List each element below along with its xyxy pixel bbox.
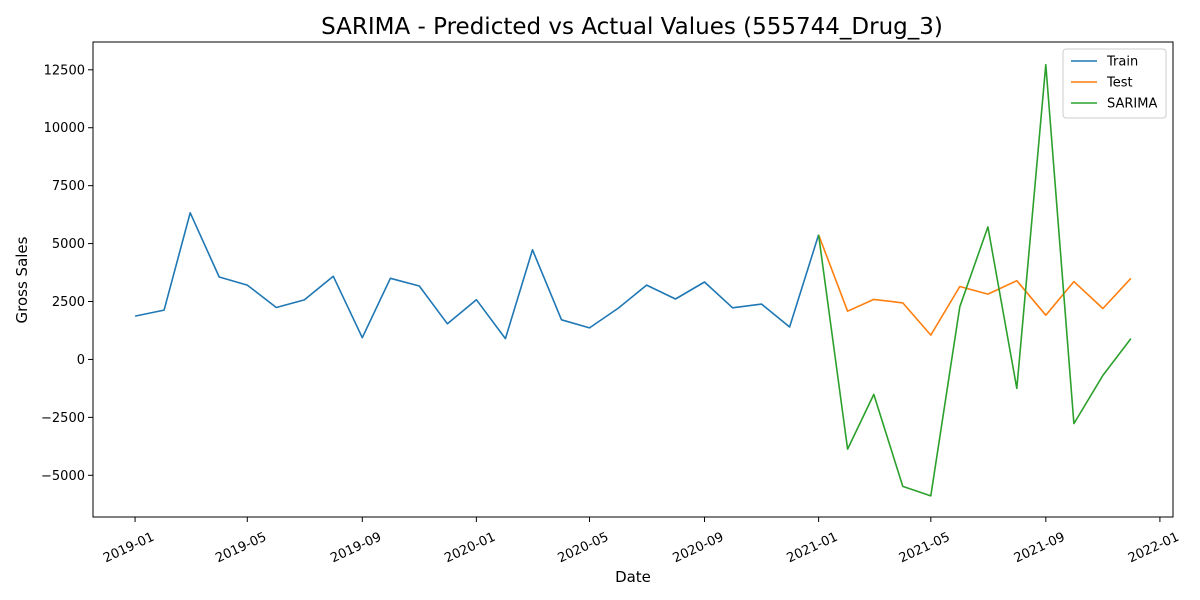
plot-frame — [92, 41, 1174, 518]
y-tick-label: 12500 — [44, 63, 85, 78]
x-tick-label: 2019-09 — [328, 530, 384, 567]
y-axis-title: Gross Sales — [13, 236, 31, 323]
legend-label-sarima: SARIMA — [1107, 97, 1157, 112]
legend-box — [1062, 48, 1167, 119]
x-tick-label: 2019-05 — [213, 530, 269, 567]
series-line-train — [134, 212, 820, 340]
legend: Train Test SARIMA — [1062, 48, 1167, 119]
y-tick-label: 7500 — [52, 179, 85, 194]
x-tick-label: 2019-01 — [101, 530, 157, 567]
y-axis: −5000 −2500 0 2500 5000 7500 10000 12500 — [41, 63, 93, 484]
plot-area — [92, 41, 1174, 518]
x-tick-label: 2021-09 — [1012, 530, 1068, 567]
x-tick-label: 2020-01 — [442, 530, 498, 567]
series-line-sarima — [817, 63, 1132, 497]
legend-label-test: Test — [1106, 76, 1133, 91]
y-tick-label: 5000 — [52, 237, 85, 252]
y-tick-label: −5000 — [41, 469, 85, 484]
y-tick-label: 2500 — [52, 295, 85, 310]
x-tick-label: 2022-01 — [1126, 530, 1182, 567]
x-tick-label: 2020-09 — [671, 530, 727, 567]
series-line-test — [817, 234, 1132, 336]
x-axis: 2019-01 2019-05 2019-09 2020-01 2020-05 2020-… — [101, 517, 1182, 567]
x-tick-label: 2021-01 — [785, 530, 841, 567]
series-layer — [134, 63, 1132, 497]
chart-title: SARIMA - Predicted vs Actual Values (555… — [321, 14, 943, 40]
x-tick-label: 2020-05 — [556, 530, 612, 567]
y-tick-label: 10000 — [44, 121, 85, 136]
x-tick-label: 2021-05 — [897, 530, 953, 567]
y-tick-label: 0 — [77, 353, 85, 368]
y-tick-label: −2500 — [41, 411, 85, 426]
x-axis-title: Date — [615, 568, 651, 586]
legend-label-train: Train — [1106, 55, 1138, 70]
